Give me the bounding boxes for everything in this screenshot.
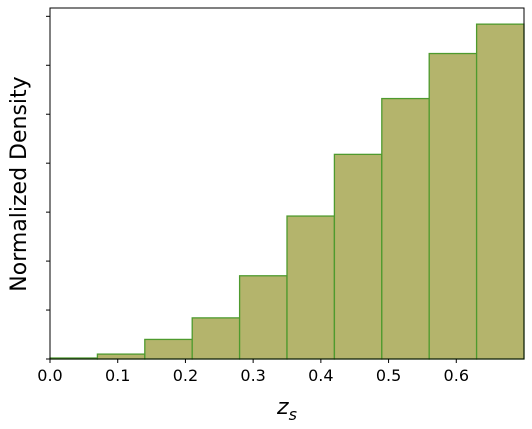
bar: [333, 153, 383, 360]
y-axis-label: Normalized Density: [7, 76, 32, 291]
plot-frame: [49, 7, 525, 360]
x-tick-label: 0.3: [240, 366, 265, 385]
x-tick-label: 0.0: [37, 366, 62, 385]
x-tick-label: 0.6: [444, 366, 469, 385]
bar: [96, 353, 146, 360]
bar: [144, 338, 193, 360]
bar: [428, 52, 478, 360]
x-axis-label: zs: [276, 395, 297, 424]
x-axis-label-sub: s: [289, 405, 297, 424]
bar: [381, 97, 430, 360]
x-tick-label: 0.4: [308, 366, 333, 385]
bar: [191, 317, 241, 360]
bar: [238, 275, 288, 360]
bar: [475, 23, 525, 360]
x-tick-label: 0.1: [105, 366, 130, 385]
x-axis-label-base: z: [276, 395, 289, 420]
x-tick-label: 0.5: [376, 366, 401, 385]
bar: [286, 215, 336, 360]
x-tick-label: 0.2: [173, 366, 198, 385]
